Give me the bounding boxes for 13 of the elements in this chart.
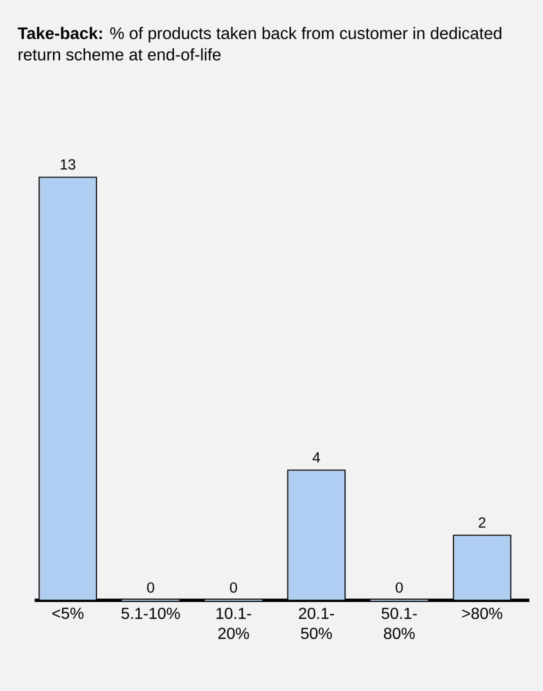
x-tick-label: 5.1-10% [122,608,180,620]
data-label: 0 [396,582,403,593]
data-label: 0 [230,582,238,593]
data-label: 0 [147,582,154,593]
x-tick-label: 10.1-20% [216,608,252,640]
data-label: 2 [478,517,486,528]
x-tick-label: >80% [462,608,502,620]
chart-title: Take-back: % of products taken back from customer in dedicated return scheme at end-of-life [18,26,502,60]
data-label: 13 [60,159,76,170]
x-tick-label: <5% [52,608,84,619]
data-label: 4 [312,452,320,463]
x-tick-label: 50.1-80% [382,608,417,640]
x-tick-label: 20.1-50% [298,608,334,640]
